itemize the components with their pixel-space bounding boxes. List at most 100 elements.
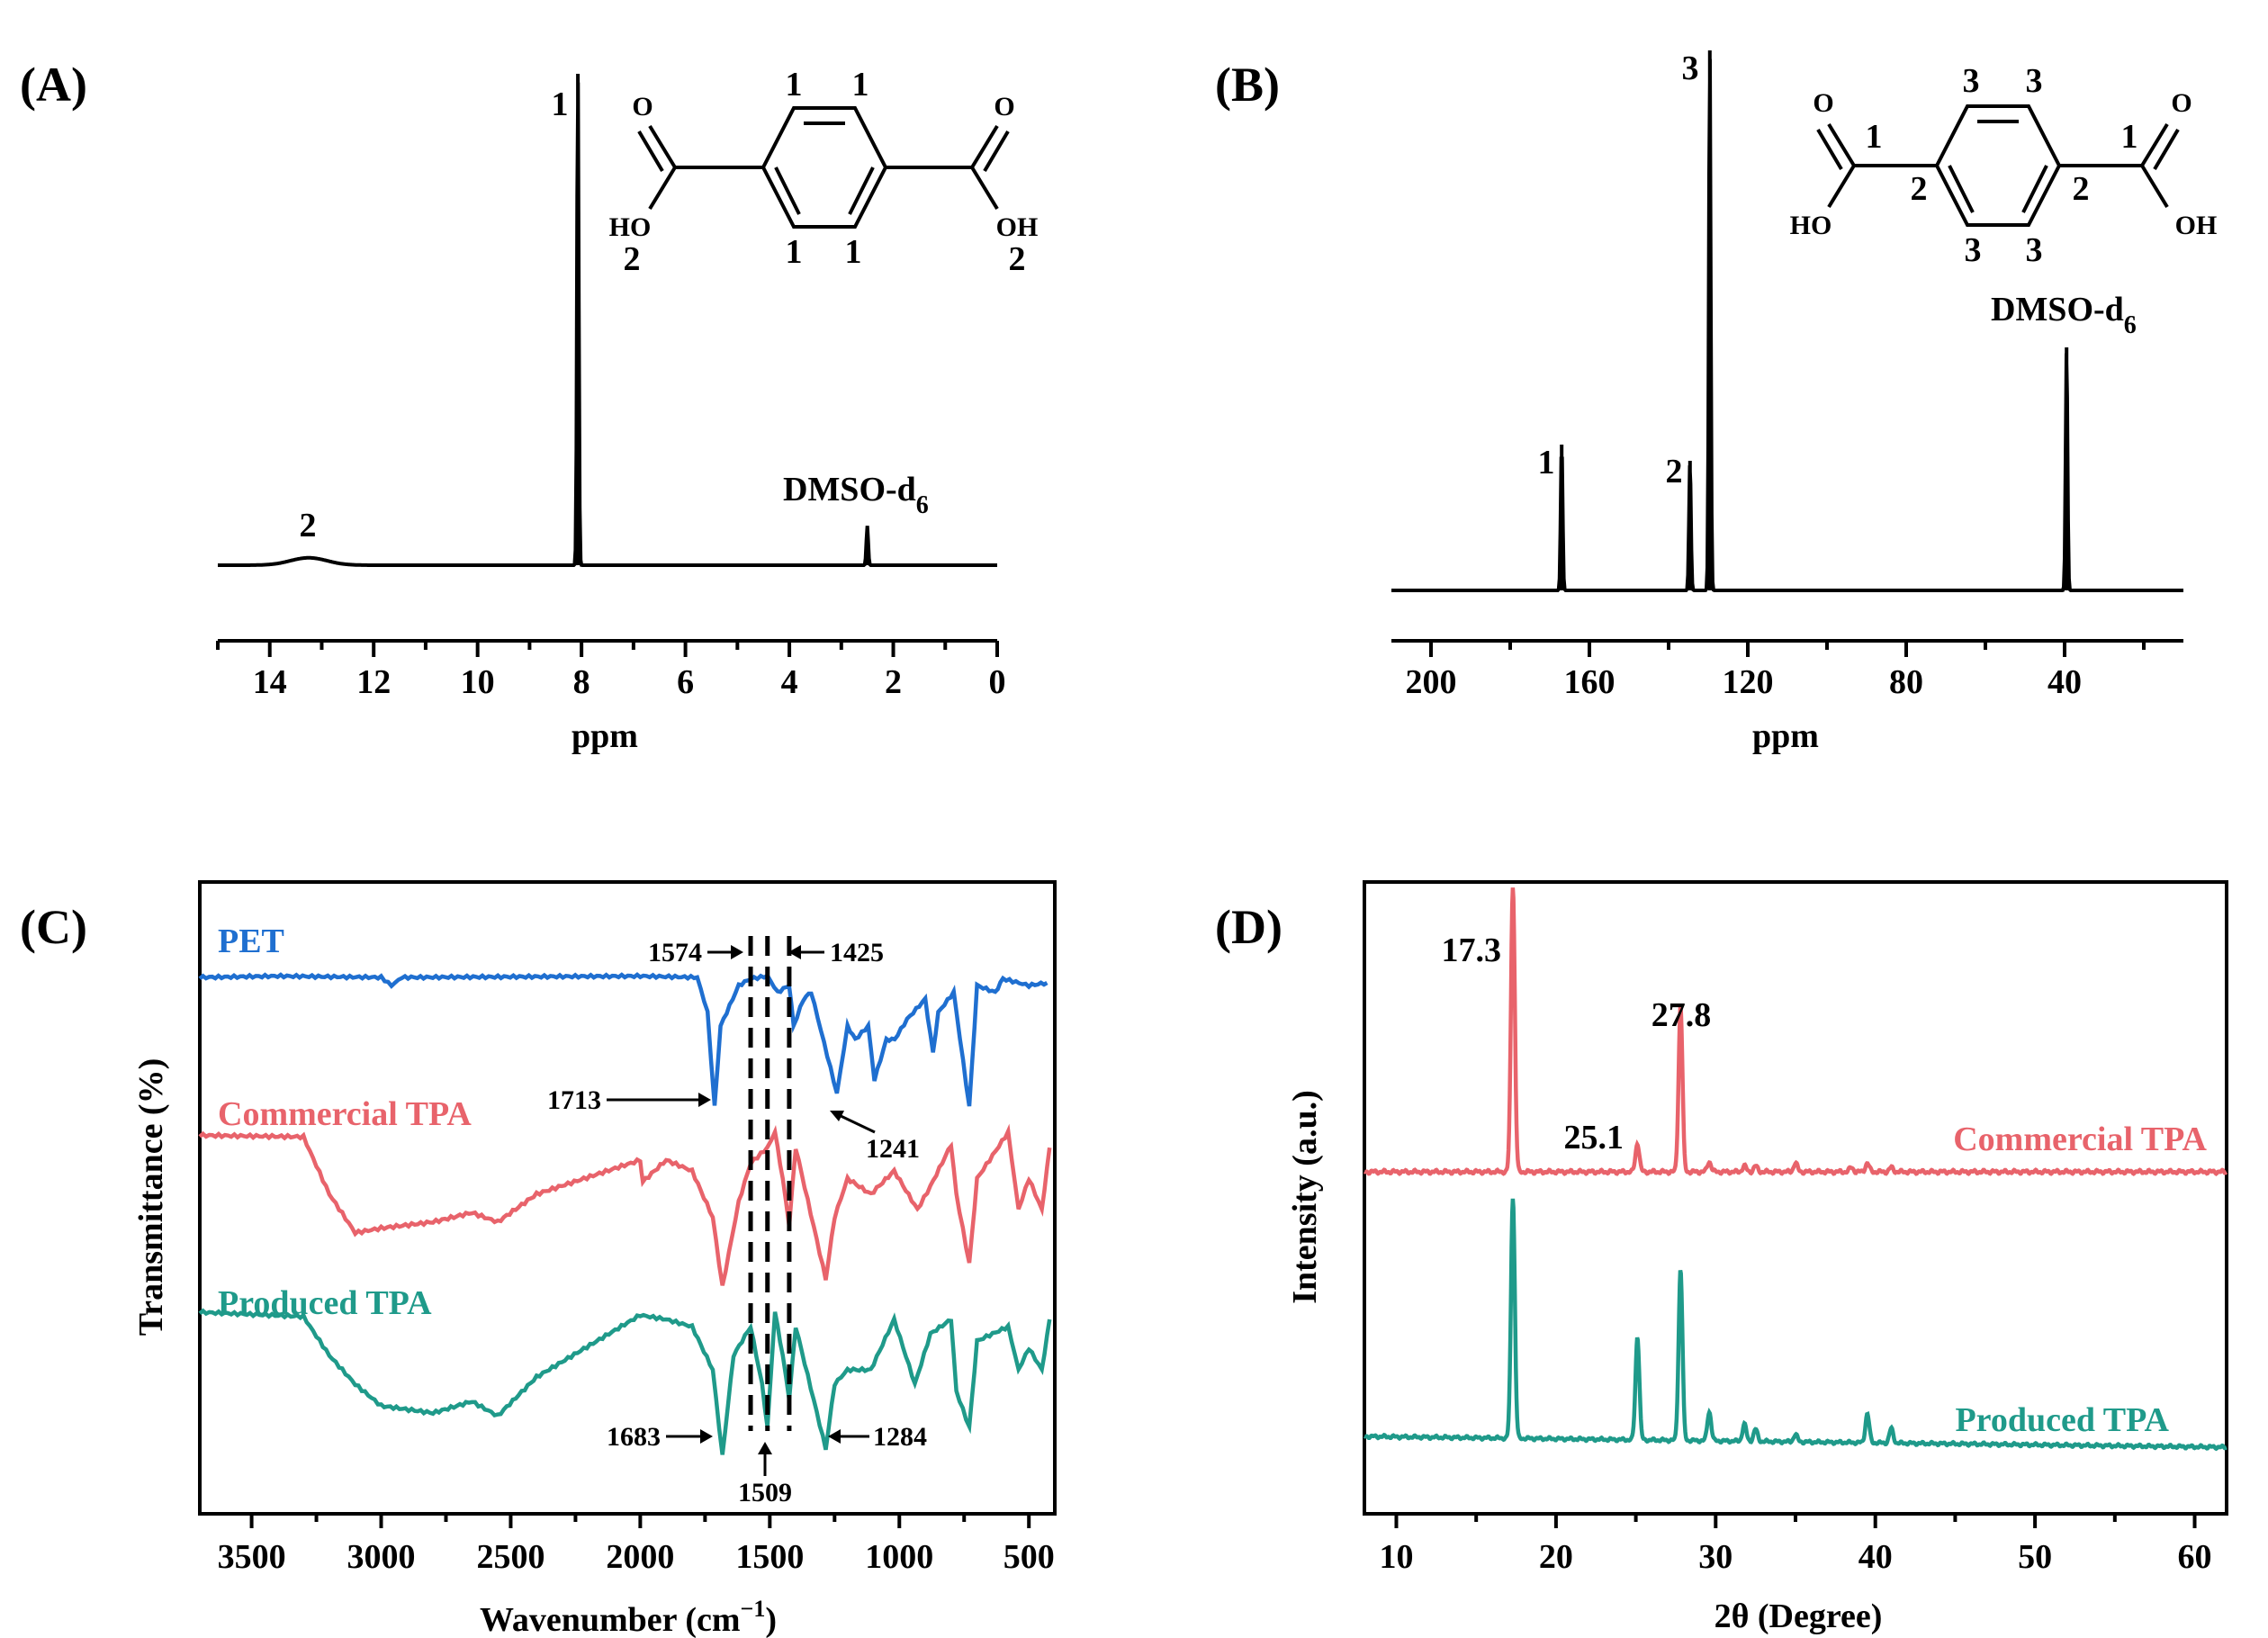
panel-c-annotation-1425: 1425 — [830, 938, 884, 968]
panel-a-x-axis-title: ppm — [572, 717, 638, 755]
panel-c-frame — [198, 880, 1057, 1516]
panel-c-annotations: 1713 1241 1683 1284 1509 1574 1425 — [547, 938, 927, 1508]
panel-c-legend-commercial: Commercial TPA — [218, 1095, 472, 1133]
panel-a-ticks — [216, 641, 999, 657]
panel-d-annotation-27-8: 27.8 — [1652, 996, 1712, 1034]
tick-label: 1500 — [735, 1538, 804, 1576]
panel-a-right-co — [970, 124, 999, 169]
tick-label: 12 — [356, 663, 391, 701]
panel-b-x-axis-title: ppm — [1752, 717, 1819, 755]
panel-d-series — [1363, 887, 2228, 1452]
panel-b-peak-1-label: 1 — [1538, 444, 1555, 482]
tick-label: 60 — [2178, 1538, 2212, 1576]
panel-d-tick-labels: 10 20 30 40 50 60 — [1379, 1538, 2211, 1576]
panel-d-x-axis-title: 2θ (Degree) — [1714, 1598, 1883, 1635]
panel-b-c2-right: 2 — [2073, 170, 2090, 208]
panel-a-right-co-double — [983, 130, 1010, 173]
panel-b-right-co-double — [2153, 128, 2180, 171]
panel-d-annotation-17-3: 17.3 — [1442, 932, 1502, 969]
tick-label: 40 — [2048, 663, 2082, 701]
panel-c-series — [198, 972, 1052, 1455]
panel-c-x-axis-title: Wavenumber (cm−1) — [480, 1596, 777, 1638]
ftir-series-0 — [198, 972, 1048, 1107]
tick-label: 500 — [1004, 1538, 1055, 1576]
tick-label: 1000 — [865, 1538, 933, 1576]
panel-b-c2-left: 2 — [1911, 170, 1928, 208]
tick-label: 8 — [573, 663, 590, 701]
panel-c-label: (C) — [20, 900, 87, 954]
panel-b-right-co — [2140, 122, 2169, 167]
panel-c: (C) 3500 3000 2500 2000 1500 1000 500 Wavenumb… — [20, 880, 1057, 1638]
panel-b-c3-top-right: 3 — [2026, 62, 2043, 100]
tick-label: 10 — [461, 663, 495, 701]
tick-label: 10 — [1379, 1538, 1413, 1576]
tick-label: 0 — [989, 663, 1006, 701]
panel-a-benzene-ring — [760, 106, 888, 229]
tick-label: 160 — [1564, 663, 1616, 701]
panel-d-annotation-25-1: 25.1 — [1564, 1119, 1624, 1156]
panel-a: (A) 14 12 10 8 6 4 2 0 ppm 1 2 DMSO-d6 O HO O — [20, 58, 1038, 755]
panel-c-annotation-1713: 1713 — [547, 1085, 601, 1115]
tick-label: 6 — [677, 663, 694, 701]
panel-c-arrowhead-1241 — [830, 1111, 844, 1121]
panel-b-ticks — [1429, 641, 2146, 657]
panel-b-terephthalic-acid-structure — [1816, 104, 2180, 227]
panel-a-left-o: O — [632, 92, 652, 122]
panel-a-right-coh — [970, 166, 999, 211]
panel-b-atom-numbers: 1 2 3 3 3 3 2 1 — [1866, 62, 2138, 269]
panel-a-label: (A) — [20, 58, 87, 112]
panel-c-dashed-markers — [748, 936, 792, 1431]
panel-c-tick-labels: 3500 3000 2500 2000 1500 1000 500 — [218, 1538, 1055, 1576]
panel-b-left-co-double — [1816, 128, 1843, 171]
panel-b-ring-double-bond-3 — [2021, 165, 2048, 213]
panel-a-ring-double-bond-3 — [848, 166, 875, 215]
tick-label: 40 — [1858, 1538, 1893, 1576]
panel-a-left-co — [648, 124, 677, 169]
ftir-series-2 — [198, 1308, 1052, 1455]
panel-b-c3-bottom-left: 3 — [1965, 231, 1982, 269]
panel-a-h1-bottom-right: 1 — [845, 233, 862, 271]
ftir-series-1 — [198, 1123, 1052, 1286]
panel-c-legend-produced: Produced TPA — [218, 1284, 432, 1322]
tick-label: 2500 — [476, 1538, 544, 1576]
panel-a-terephthalic-acid-structure — [637, 106, 1010, 229]
panel-b-benzene-ring — [1934, 104, 2062, 227]
panel-c-arrowhead-1683 — [700, 1429, 713, 1444]
panel-a-h1-top-right: 1 — [852, 66, 869, 104]
tick-label: 2000 — [606, 1538, 674, 1576]
panel-c-ticks — [249, 1514, 1031, 1528]
panel-c-annotation-1509: 1509 — [738, 1478, 792, 1508]
tick-label: 20 — [1539, 1538, 1573, 1576]
panel-a-left-co-double — [637, 130, 664, 173]
panel-c-arrowhead-1574 — [731, 945, 743, 959]
panel-c-y-axis-title: Transmittance (%) — [132, 1058, 170, 1336]
panel-a-left-ho: HO — [609, 212, 652, 242]
panel-a-structure-labels: O HO O OH — [609, 92, 1039, 242]
panel-b-c1-left: 1 — [1866, 118, 1883, 156]
tick-label: 14 — [253, 663, 287, 701]
panel-b-right-oh: OH — [2175, 211, 2218, 240]
panel-b: (B) 200 160 120 80 40 ppm 1 2 3 DMSO-d6 O HO — [1215, 50, 2217, 755]
panel-b-c3-bottom-right: 3 — [2026, 231, 2043, 269]
tick-label: 120 — [1723, 663, 1774, 701]
panel-a-h2-right: 2 — [1009, 240, 1026, 278]
tick-label: 4 — [781, 663, 798, 701]
panel-c-arrowhead-1713 — [698, 1093, 711, 1107]
panel-a-h1-top-left: 1 — [786, 66, 803, 104]
tick-label: 30 — [1698, 1538, 1732, 1576]
panel-a-right-o: O — [994, 92, 1014, 122]
tick-label: 50 — [2018, 1538, 2052, 1576]
panel-b-tick-labels: 200 160 120 80 40 — [1406, 663, 2083, 701]
panel-c-annotation-1284: 1284 — [873, 1422, 927, 1452]
panel-c-arrowhead-1509 — [758, 1442, 772, 1454]
panel-b-c3-top-left: 3 — [1963, 62, 1980, 100]
panel-d-legend-produced: Produced TPA — [1955, 1401, 2169, 1439]
panel-d-label: (D) — [1215, 900, 1282, 954]
panel-a-peak-2-label: 2 — [300, 507, 317, 544]
panel-b-c1-right: 1 — [2121, 118, 2138, 156]
panel-d-y-axis-title: Intensity (a.u.) — [1286, 1090, 1324, 1304]
panel-b-left-o: O — [1813, 88, 1833, 118]
panel-a-tick-labels: 14 12 10 8 6 4 2 0 — [253, 663, 1006, 701]
panel-b-label: (B) — [1215, 58, 1280, 112]
